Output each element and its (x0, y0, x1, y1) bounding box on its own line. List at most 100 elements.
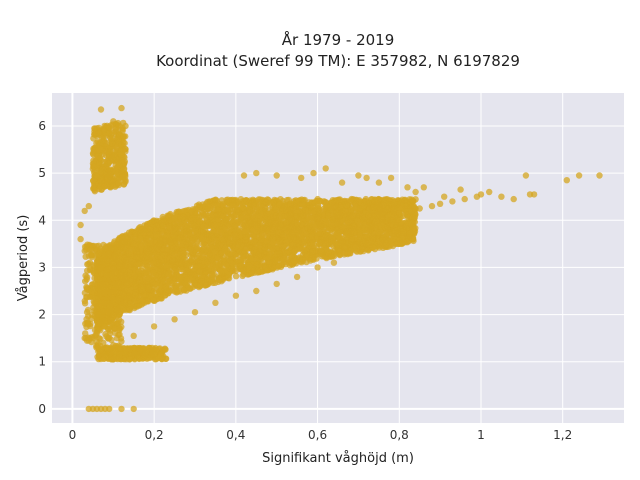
scatter-point (165, 262, 172, 269)
scatter-point (180, 286, 188, 294)
scatter-point (365, 211, 372, 219)
scatter-point (271, 209, 278, 216)
scatter-point (283, 250, 290, 257)
scatter-point (188, 255, 196, 263)
scatter-point (204, 258, 211, 266)
scatter-point (228, 264, 236, 271)
scatter-point (254, 267, 261, 275)
scatter-point (361, 225, 368, 232)
scatter-point (187, 248, 194, 255)
scatter-point (224, 234, 232, 241)
scatter-point (121, 238, 128, 245)
scatter-point (390, 200, 398, 207)
scatter-point (214, 222, 221, 230)
scatter-point (138, 242, 145, 249)
scatter-point (303, 230, 310, 237)
scatter-point (266, 251, 274, 258)
scatter-point (179, 266, 186, 273)
scatter-point (170, 232, 177, 239)
scatter-point (183, 276, 190, 283)
scatter-point (130, 259, 137, 267)
scatter-point (169, 255, 177, 263)
scatter-point (241, 228, 248, 235)
scatter-point (338, 223, 346, 230)
scatter-point (335, 230, 343, 237)
scatter-point (381, 196, 388, 203)
scatter-point (272, 220, 279, 227)
scatter-point (131, 297, 139, 304)
scatter-point (316, 198, 324, 205)
scatter-point (281, 206, 289, 214)
scatter-point (172, 266, 179, 273)
scatter-point (361, 245, 369, 252)
scatter-point (305, 199, 313, 206)
scatter-point (235, 209, 242, 216)
scatter-point (266, 258, 273, 265)
scatter-point (261, 244, 268, 251)
scatter-point (319, 212, 326, 219)
scatter-point (264, 226, 271, 234)
scatter-point (376, 203, 383, 211)
scatter-point (247, 220, 254, 227)
scatter-point (276, 200, 283, 208)
scatter-point (324, 212, 332, 219)
scatter-point (261, 238, 269, 246)
scatter-point (238, 220, 245, 227)
scatter-point (173, 272, 180, 279)
scatter-point (211, 201, 218, 208)
scatter-point (167, 240, 174, 247)
scatter-point (143, 245, 150, 252)
scatter-point (371, 196, 379, 203)
scatter-point (280, 255, 287, 262)
scatter-point (258, 217, 265, 224)
scatter-point (348, 236, 355, 243)
scatter-point (352, 200, 359, 207)
scatter-point (221, 257, 228, 264)
scatter-point (237, 262, 245, 270)
scatter-point (246, 207, 253, 215)
scatter-point (390, 235, 397, 242)
scatter-point (146, 229, 153, 236)
scatter-point (327, 203, 334, 211)
scatter-point (283, 239, 290, 246)
scatter-point (372, 218, 379, 225)
scatter-point (173, 289, 180, 296)
scatter-point (160, 218, 167, 225)
scatter-point (162, 283, 170, 290)
scatter-point (242, 233, 249, 241)
scatter-point (291, 200, 298, 207)
scatter-point (161, 252, 168, 259)
scatter-point (126, 293, 134, 301)
scatter-point (188, 215, 195, 222)
scatter-point (249, 226, 257, 233)
scatter-point (343, 201, 350, 209)
scatter-point (137, 273, 144, 280)
scatter-point (319, 253, 326, 260)
scatter-point (193, 230, 201, 237)
scatter-point (208, 233, 216, 240)
scatter-point (196, 267, 204, 275)
scatter-point (341, 243, 348, 251)
scatter-point (126, 304, 133, 311)
scatter-point (369, 233, 376, 241)
scatter-point (286, 206, 293, 214)
scatter-point (218, 249, 226, 256)
scatter-point (179, 239, 187, 246)
scatter-point (288, 230, 296, 237)
scatter-point (199, 246, 207, 253)
scatter-point (308, 209, 316, 216)
scatter-point (383, 242, 390, 249)
scatter-point (157, 290, 164, 297)
scatter-point (227, 226, 235, 233)
scatter-point (216, 276, 223, 284)
scatter-point (202, 223, 209, 230)
scatter-point (180, 250, 187, 257)
scatter-point (133, 248, 140, 255)
scatter-point (250, 232, 258, 239)
scatter-point (328, 252, 336, 260)
scatter-point (206, 204, 214, 212)
scatter-point (221, 268, 229, 275)
scatter-point (239, 214, 246, 221)
scatter-point (143, 235, 150, 242)
